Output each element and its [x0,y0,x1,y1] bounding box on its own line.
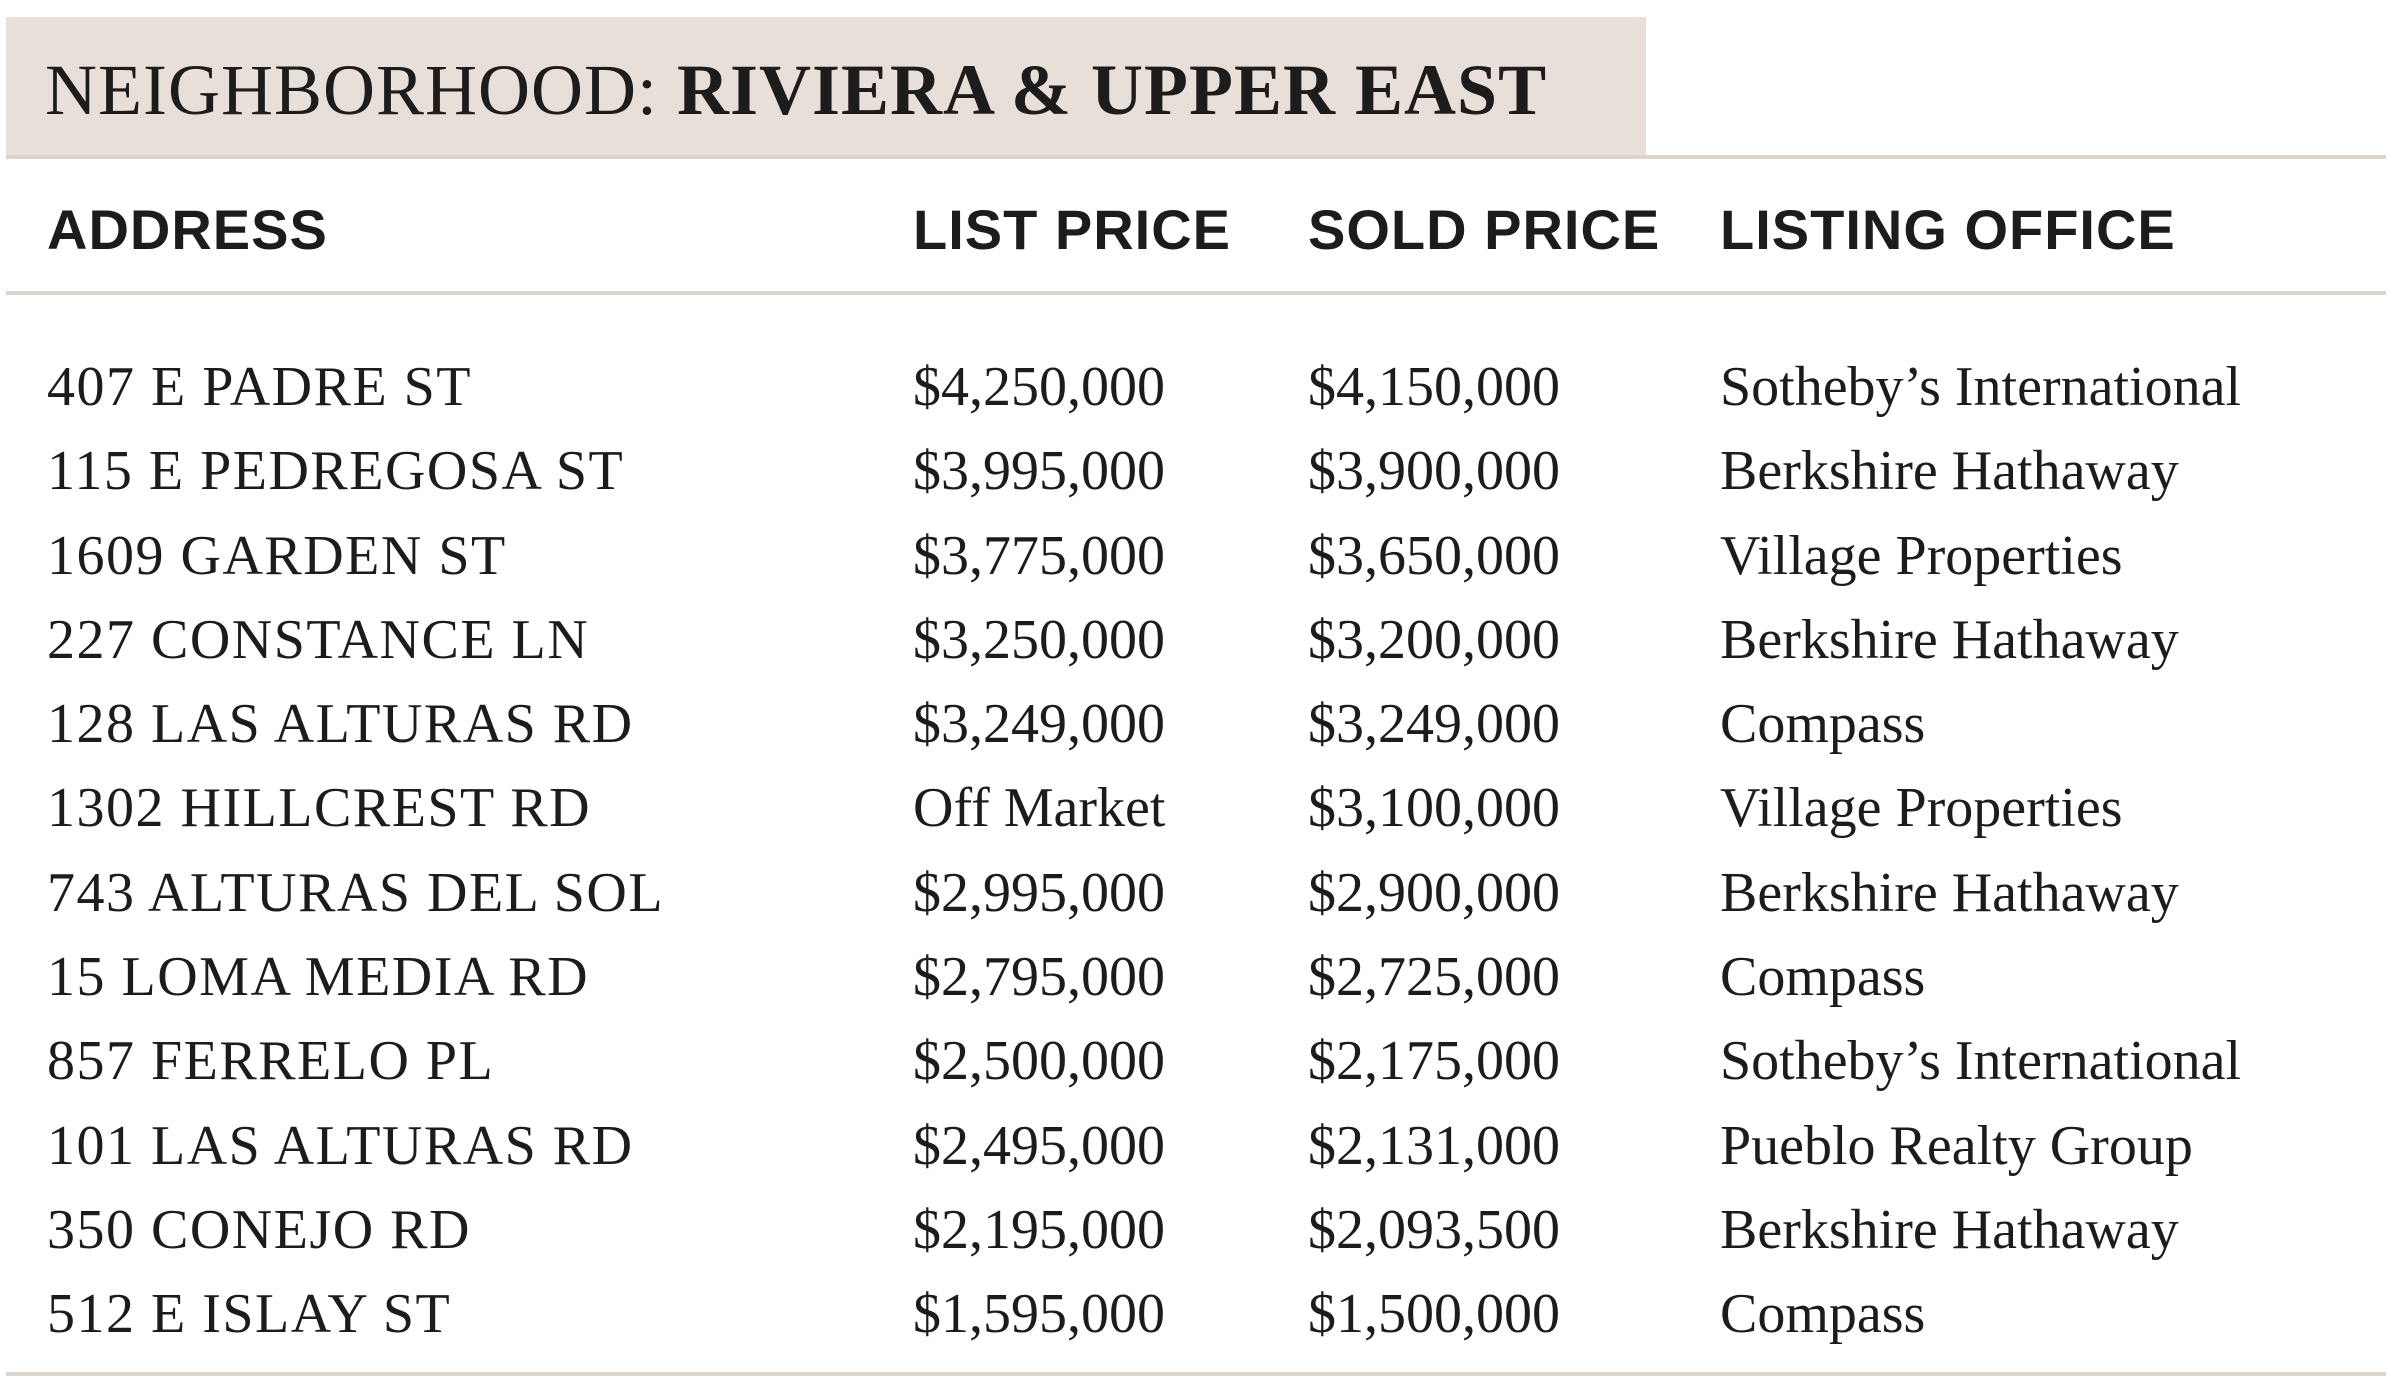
listing-office-cell: Berkshire Hathaway [1720,1198,2179,1261]
sold-price-cell: $2,175,000 [1308,1030,1560,1093]
listing-office-cell: Compass [1720,693,1926,756]
address-cell: 1302 HILLCREST RD [47,777,592,840]
header-address: ADDRESS [47,198,328,261]
title-band [6,17,1646,157]
sold-price-cell: $3,900,000 [1308,440,1560,503]
sold-price-cell: $4,150,000 [1308,356,1560,418]
list-price-cell: $3,995,000 [913,440,1165,503]
list-price-cell: $2,795,000 [913,946,1165,1009]
list-price-cell: $4,250,000 [913,356,1165,418]
list-price-cell: $3,250,000 [913,608,1165,671]
sold-price-cell: $2,725,000 [1308,946,1560,1009]
list-price-cell: $3,249,000 [913,693,1165,756]
table-row: 350 CONEJO RD $2,195,000 $2,093,500 Berk… [0,1188,2405,1272]
address-cell: 350 CONEJO RD [47,1198,471,1261]
sold-price-cell: $2,900,000 [1308,861,1560,924]
header-listing-office: LISTING OFFICE [1720,198,2176,261]
list-price-cell: Off Market [913,777,1166,840]
header-divider [6,291,2386,295]
listing-office-cell: Pueblo Realty Group [1720,1114,2193,1177]
sold-price-cell: $3,200,000 [1308,608,1560,671]
table-row: 857 FERRELO PL $2,500,000 $2,175,000 Sot… [0,1019,2405,1103]
listing-office-cell: Sotheby’s International [1720,1030,2242,1093]
listing-office-cell: Village Properties [1720,777,2123,840]
sold-price-cell: $2,131,000 [1308,1114,1560,1177]
list-price-cell: $2,495,000 [913,1114,1165,1177]
listing-office-cell: Sotheby’s International [1720,356,2242,418]
table-row: 115 E PEDREGOSA ST $3,995,000 $3,900,000… [0,429,2405,513]
address-cell: 227 CONSTANCE LN [47,608,590,671]
address-cell: 407 E PADRE ST [47,356,473,418]
neighborhood-name: RIVIERA & UPPER EAST [676,50,1548,130]
list-price-cell: $3,775,000 [913,524,1165,587]
listing-office-cell: Village Properties [1720,524,2123,587]
table-row: 407 E PADRE ST $4,250,000 $4,150,000 Sot… [0,345,2405,429]
address-cell: 101 LAS ALTURAS RD [47,1114,634,1177]
table-body: 407 E PADRE ST $4,250,000 $4,150,000 Sot… [0,345,2405,1357]
bottom-divider [6,1372,2386,1376]
table-row: 1302 HILLCREST RD Off Market $3,100,000 … [0,766,2405,850]
listing-office-cell: Compass [1720,946,1926,1009]
table-row: 743 ALTURAS DEL SOL $2,995,000 $2,900,00… [0,851,2405,935]
address-cell: 743 ALTURAS DEL SOL [47,861,665,924]
table-header: ADDRESS LIST PRICE SOLD PRICE LISTING OF… [0,195,2405,265]
sold-price-cell: $2,093,500 [1308,1198,1560,1261]
sold-price-cell: $3,100,000 [1308,777,1560,840]
list-price-cell: $2,500,000 [913,1030,1165,1093]
header-list-price: LIST PRICE [913,198,1232,261]
table-row: 101 LAS ALTURAS RD $2,495,000 $2,131,000… [0,1104,2405,1188]
address-cell: 115 E PEDREGOSA ST [47,440,625,503]
title-prefix: NEIGHBORHOOD: [45,50,677,130]
address-cell: 15 LOMA MEDIA RD [47,946,590,1009]
sold-price-cell: $3,249,000 [1308,693,1560,756]
table-row: 128 LAS ALTURAS RD $3,249,000 $3,249,000… [0,682,2405,766]
list-price-cell: $2,195,000 [913,1198,1165,1261]
table-row: 227 CONSTANCE LN $3,250,000 $3,200,000 B… [0,598,2405,682]
list-price-cell: $2,995,000 [913,861,1165,924]
table-row: 1609 GARDEN ST $3,775,000 $3,650,000 Vil… [0,514,2405,598]
table-row: 15 LOMA MEDIA RD $2,795,000 $2,725,000 C… [0,935,2405,1019]
sold-price-cell: $3,650,000 [1308,524,1560,587]
listing-office-cell: Berkshire Hathaway [1720,861,2179,924]
address-cell: 857 FERRELO PL [47,1030,495,1093]
list-price-cell: $1,595,000 [913,1283,1165,1346]
address-cell: 512 E ISLAY ST [47,1283,452,1346]
listing-office-cell: Berkshire Hathaway [1720,608,2179,671]
address-cell: 128 LAS ALTURAS RD [47,693,634,756]
header-sold-price: SOLD PRICE [1308,198,1661,261]
listing-office-cell: Berkshire Hathaway [1720,440,2179,503]
sold-price-cell: $1,500,000 [1308,1283,1560,1346]
listing-office-cell: Compass [1720,1283,1926,1346]
top-divider [6,155,2386,159]
neighborhood-title: NEIGHBORHOOD: RIVIERA & UPPER EAST [45,50,1547,130]
table-row: 512 E ISLAY ST $1,595,000 $1,500,000 Com… [0,1272,2405,1356]
address-cell: 1609 GARDEN ST [47,524,507,587]
